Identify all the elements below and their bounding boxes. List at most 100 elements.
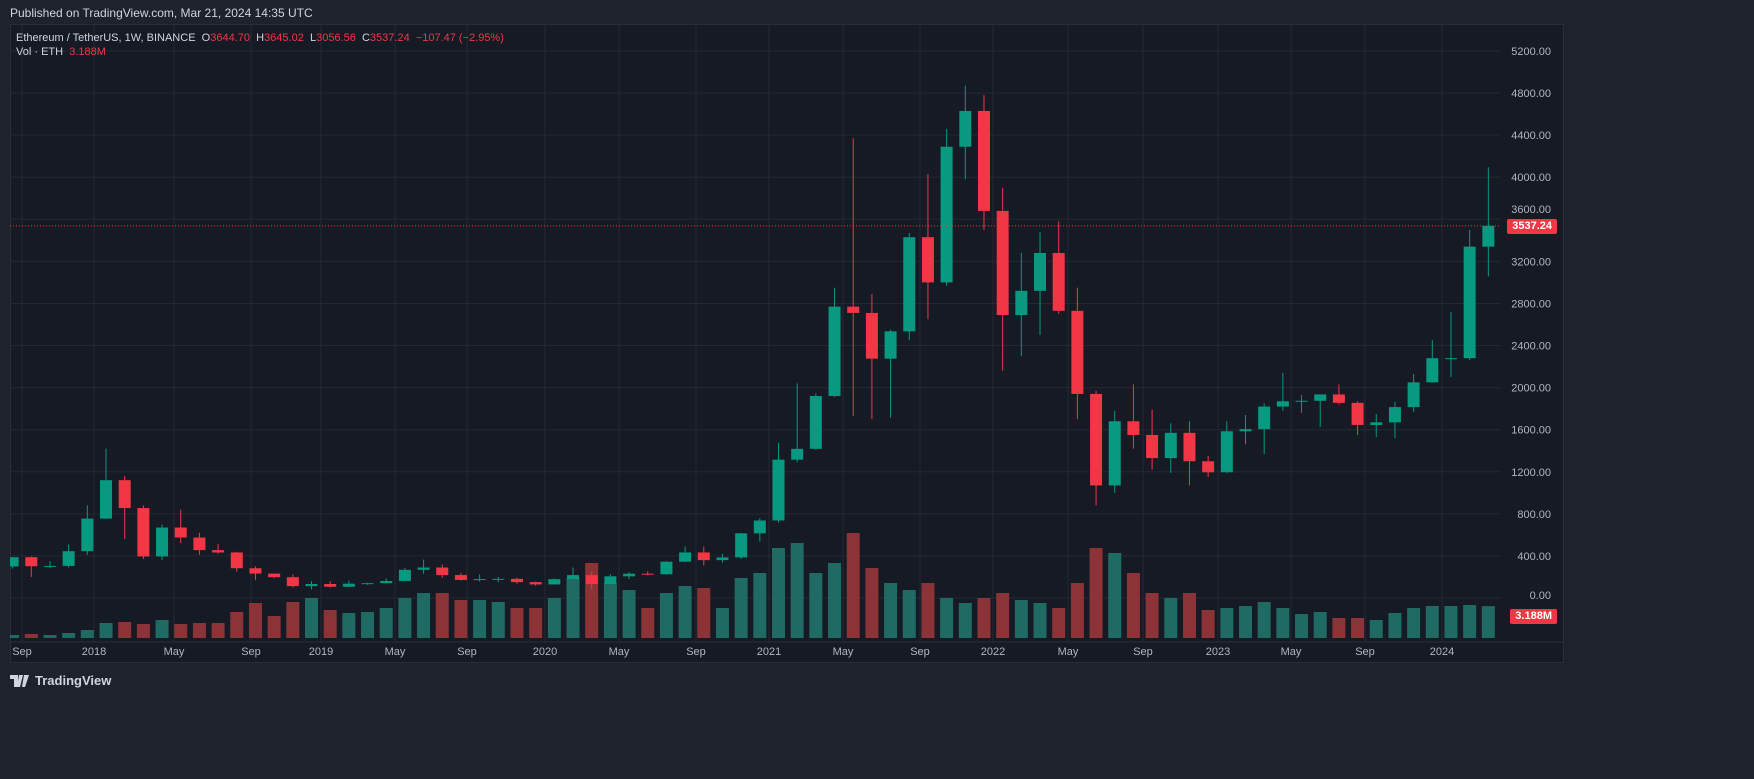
candle-body — [585, 575, 598, 585]
volume-bar — [1257, 602, 1271, 638]
y-tick-label: 400.00 — [1517, 551, 1551, 563]
candle-body — [1407, 382, 1420, 408]
candle-body — [903, 237, 916, 332]
candle-body — [361, 583, 374, 585]
candle-body — [735, 533, 748, 558]
candle-body — [1258, 406, 1271, 430]
candle-body — [398, 569, 411, 581]
open-label: O — [201, 32, 211, 44]
candle-body — [1183, 432, 1196, 462]
y-tick-label: 2800.00 — [1511, 298, 1551, 310]
volume-bar — [473, 600, 487, 638]
candle-body — [1220, 431, 1233, 473]
candle-body — [1444, 358, 1457, 360]
tradingview-logo[interactable]: TradingView — [10, 673, 111, 688]
volume-bar — [884, 583, 898, 638]
volume-bar — [80, 630, 94, 638]
candle-body — [697, 552, 710, 561]
candle-body — [436, 567, 449, 576]
candle-body — [10, 557, 19, 567]
volume-bar — [603, 583, 617, 638]
candle-body — [342, 583, 355, 587]
volume-bar — [1369, 620, 1383, 638]
chart-panel[interactable] — [10, 24, 1564, 663]
volume-bar — [1052, 608, 1066, 638]
candle-body — [417, 567, 430, 570]
candle-body — [249, 568, 262, 574]
volume-bar — [1407, 608, 1421, 638]
candle-body — [679, 552, 692, 562]
volume-bar — [1276, 608, 1290, 638]
candle-body — [959, 110, 972, 147]
candle-body — [940, 146, 953, 283]
candle-body — [1127, 421, 1140, 435]
volume-bar — [1239, 606, 1252, 638]
candle-body — [1295, 400, 1308, 402]
candle-body — [1052, 252, 1065, 311]
candle-body — [324, 584, 337, 587]
x-tick-label: 2022 — [981, 646, 1005, 658]
volume-bar — [977, 598, 991, 638]
candle-body — [286, 577, 299, 587]
volume-bar — [641, 608, 655, 638]
volume-bar — [1070, 583, 1084, 638]
volume-bar — [1126, 573, 1140, 638]
volume-bar — [1108, 553, 1122, 638]
candle-body — [1034, 252, 1047, 291]
volume-bar — [1313, 612, 1327, 638]
open-value: 3644.70 — [210, 32, 250, 44]
volume-bar — [547, 598, 561, 638]
volume-bar — [1351, 618, 1365, 638]
volume-bar — [510, 608, 524, 638]
volume-bar — [996, 593, 1010, 638]
x-tick-label: May — [833, 646, 854, 658]
candle-body — [473, 579, 486, 581]
candle-body — [1332, 394, 1345, 403]
candle-body — [716, 557, 729, 561]
candle-body — [1463, 246, 1476, 359]
high-label: H — [256, 32, 265, 44]
y-tick-label: 4000.00 — [1511, 172, 1551, 184]
y-tick-label: 800.00 — [1517, 509, 1551, 521]
volume-label[interactable]: Vol · ETH — [16, 46, 64, 58]
low-label: L — [309, 32, 317, 44]
volume-bar — [211, 623, 225, 638]
volume-bar — [921, 583, 935, 638]
volume-bar — [1201, 610, 1215, 638]
volume-bar — [10, 635, 20, 638]
candle-body — [1164, 432, 1177, 459]
x-tick-label: Sep — [12, 646, 32, 658]
candle-body — [1388, 407, 1401, 423]
volume-bar — [305, 598, 318, 638]
last-volume-tag: 3.188M — [1510, 609, 1557, 624]
volume-bar — [809, 573, 823, 638]
y-tick-label: 3600.00 — [1511, 204, 1551, 216]
volume-bar — [192, 623, 206, 638]
candle-body — [1370, 422, 1383, 425]
ohlc-legend: Ethereum / TetherUS, 1W, BINANCE O3644.7… — [16, 32, 504, 44]
candle-body — [1351, 402, 1364, 425]
volume-bar — [958, 603, 972, 638]
x-tick-label: 2019 — [309, 646, 333, 658]
candle-body — [977, 110, 990, 211]
volume-bar — [1463, 605, 1477, 638]
volume-bar — [248, 603, 262, 638]
volume-bar — [1220, 608, 1234, 638]
volume-bar — [1033, 603, 1047, 638]
volume-value: 3.188M — [69, 46, 106, 58]
symbol-title[interactable]: Ethereum / TetherUS, 1W, BINANCE — [16, 32, 196, 44]
volume-bar — [678, 586, 692, 638]
low-value: 3056.56 — [316, 32, 356, 44]
x-tick-label: 2020 — [533, 646, 557, 658]
volume-bar — [267, 616, 281, 638]
candle-body — [753, 520, 766, 534]
volume-bar — [566, 578, 580, 638]
candle-body — [865, 312, 878, 359]
candle-body — [996, 210, 1009, 316]
x-tick-label: Sep — [1133, 646, 1153, 658]
candlestick-chart[interactable]: 5200.00 4800.00 4400.00 4000.00 3600.00 3200.… — [10, 24, 1564, 663]
y-tick-label: 5200.00 — [1511, 46, 1551, 58]
candle-body — [529, 582, 542, 585]
candle-body — [25, 557, 38, 567]
x-tick-label: 2024 — [1430, 646, 1454, 658]
